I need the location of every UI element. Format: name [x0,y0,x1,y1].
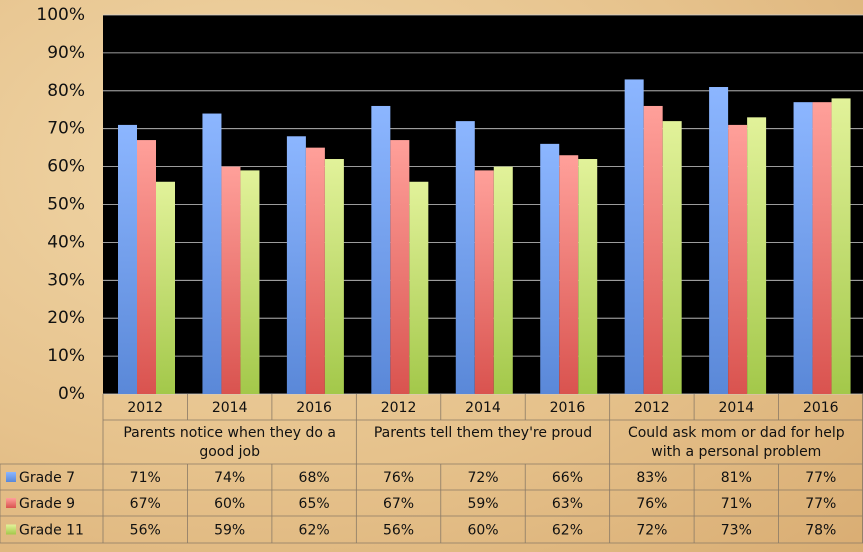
table-value: 62% [299,523,330,539]
table-value: 67% [383,496,414,512]
bar [118,124,137,394]
x-tick-label: 2012 [381,400,417,416]
y-tick-label: 0% [58,384,85,404]
bar [812,102,832,395]
bar [831,98,851,394]
bar [559,155,579,394]
table-value: 73% [721,523,752,539]
bar [202,113,222,394]
bar [643,105,663,395]
table-value: 72% [636,523,667,539]
legend-swatch [6,498,16,508]
bar [709,87,729,394]
table-value: 81% [721,470,752,486]
x-tick-label: 2014 [212,400,248,416]
bar [324,159,344,394]
table-value: 72% [467,470,498,486]
legend-label: Grade 7 [19,470,75,486]
y-tick-label: 80% [47,81,85,101]
y-tick-label: 60% [47,157,85,177]
bar [793,102,813,395]
table-value: 59% [214,523,245,539]
bar [493,166,513,394]
table-value: 63% [552,496,583,512]
bar [624,79,644,395]
bar [662,121,682,395]
bar [747,117,767,394]
y-tick-label: 100% [36,5,85,25]
table-value: 56% [383,523,414,539]
table-value: 60% [467,523,498,539]
table-value: 71% [130,470,161,486]
legend-label: Grade 9 [19,496,75,512]
bar [221,166,241,394]
group-label: Could ask mom or dad for help with a per… [627,425,845,460]
legend-swatch [6,524,16,535]
y-tick-label: 30% [47,270,85,290]
table-value: 60% [214,496,245,512]
y-tick-label: 40% [47,232,85,252]
bar [286,136,306,394]
x-tick-label: 2014 [465,400,501,416]
table-value: 83% [636,470,667,486]
x-tick-label: 2016 [550,400,586,416]
table-value: 71% [721,496,752,512]
x-tick-label: 2016 [296,400,332,416]
table-value: 65% [299,496,330,512]
legend-swatch [6,472,16,482]
y-tick-label: 10% [47,346,85,366]
table-value: 67% [130,496,161,512]
table-value: 77% [805,470,836,486]
table-value: 76% [383,470,414,486]
table-value: 77% [805,496,836,512]
table-value: 76% [636,496,667,512]
table-value: 62% [552,523,583,539]
bar [540,143,560,394]
bar [390,140,410,394]
y-tick-label: 90% [47,43,85,63]
y-tick-label: 20% [47,308,85,328]
table-value: 56% [130,523,161,539]
table-value: 74% [214,470,245,486]
legend-label: Grade 11 [19,523,84,539]
bar [240,170,260,394]
table-value: 59% [467,496,498,512]
table-value: 68% [299,470,330,486]
bar [578,159,598,394]
table-value: 78% [805,523,836,539]
y-tick-label: 50% [47,195,85,215]
table-value: 66% [552,470,583,486]
bar [137,140,156,394]
bar [305,147,325,394]
x-tick-label: 2012 [634,400,670,416]
bar [728,124,748,394]
bar [474,170,494,394]
bar [455,121,475,395]
x-tick-label: 2016 [803,400,839,416]
x-tick-label: 2012 [127,400,163,416]
bar [156,181,175,394]
bar [371,105,391,395]
group-label: Parents tell them they're proud [373,425,593,441]
x-tick-label: 2014 [719,400,755,416]
group-label: Parents notice when they do a good job [123,425,336,460]
bar [409,181,429,394]
y-tick-label: 70% [47,119,85,139]
